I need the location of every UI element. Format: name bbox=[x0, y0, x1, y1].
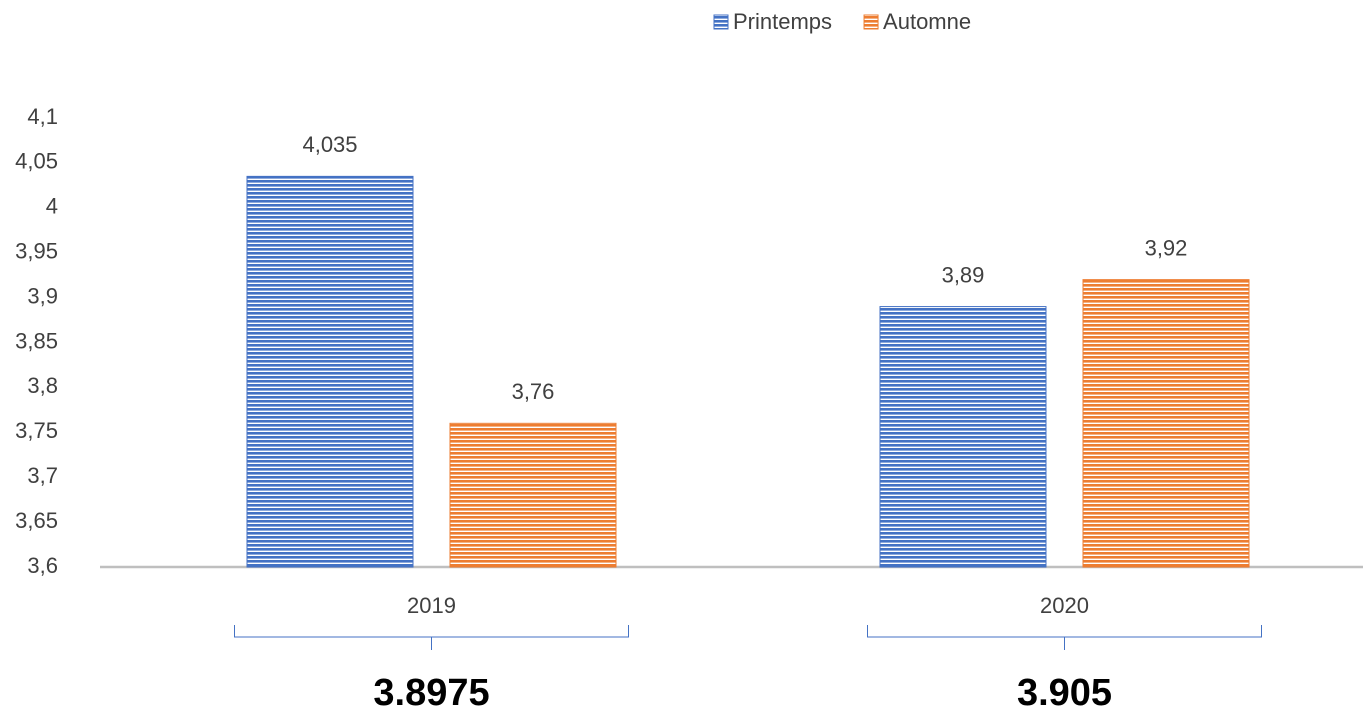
x-tick-label: 2019 bbox=[407, 593, 456, 618]
annotation: 3.905 bbox=[1017, 672, 1112, 711]
bar bbox=[246, 175, 414, 568]
y-tick-label: 3,95 bbox=[15, 239, 58, 264]
y-tick-label: 3,9 bbox=[27, 283, 58, 308]
legend-label: Automne bbox=[883, 9, 971, 34]
value-label: 4,035 bbox=[302, 132, 357, 157]
legend-label: Printemps bbox=[733, 9, 832, 34]
y-tick-label: 4 bbox=[46, 194, 58, 219]
x-tick-label: 2020 bbox=[1040, 593, 1089, 618]
y-tick-label: 4,1 bbox=[27, 104, 58, 129]
y-tick-label: 3,7 bbox=[27, 463, 58, 488]
value-label: 3,76 bbox=[512, 379, 555, 404]
y-tick-label: 3,65 bbox=[15, 508, 58, 533]
bar bbox=[1082, 279, 1250, 568]
bar bbox=[449, 422, 617, 568]
value-label: 3,89 bbox=[942, 262, 985, 287]
y-tick-label: 3,75 bbox=[15, 418, 58, 443]
legend-swatch bbox=[863, 14, 879, 30]
y-tick-label: 3,85 bbox=[15, 328, 58, 353]
y-tick-label: 3,8 bbox=[27, 373, 58, 398]
annotation: 3.8975 bbox=[373, 672, 489, 711]
legend-swatch bbox=[713, 14, 729, 30]
y-tick-label: 4,05 bbox=[15, 149, 58, 174]
y-tick-label: 3,6 bbox=[27, 553, 58, 578]
value-label: 3,92 bbox=[1145, 235, 1188, 260]
bracket bbox=[234, 625, 629, 650]
bracket bbox=[867, 625, 1262, 650]
bar bbox=[879, 306, 1047, 568]
